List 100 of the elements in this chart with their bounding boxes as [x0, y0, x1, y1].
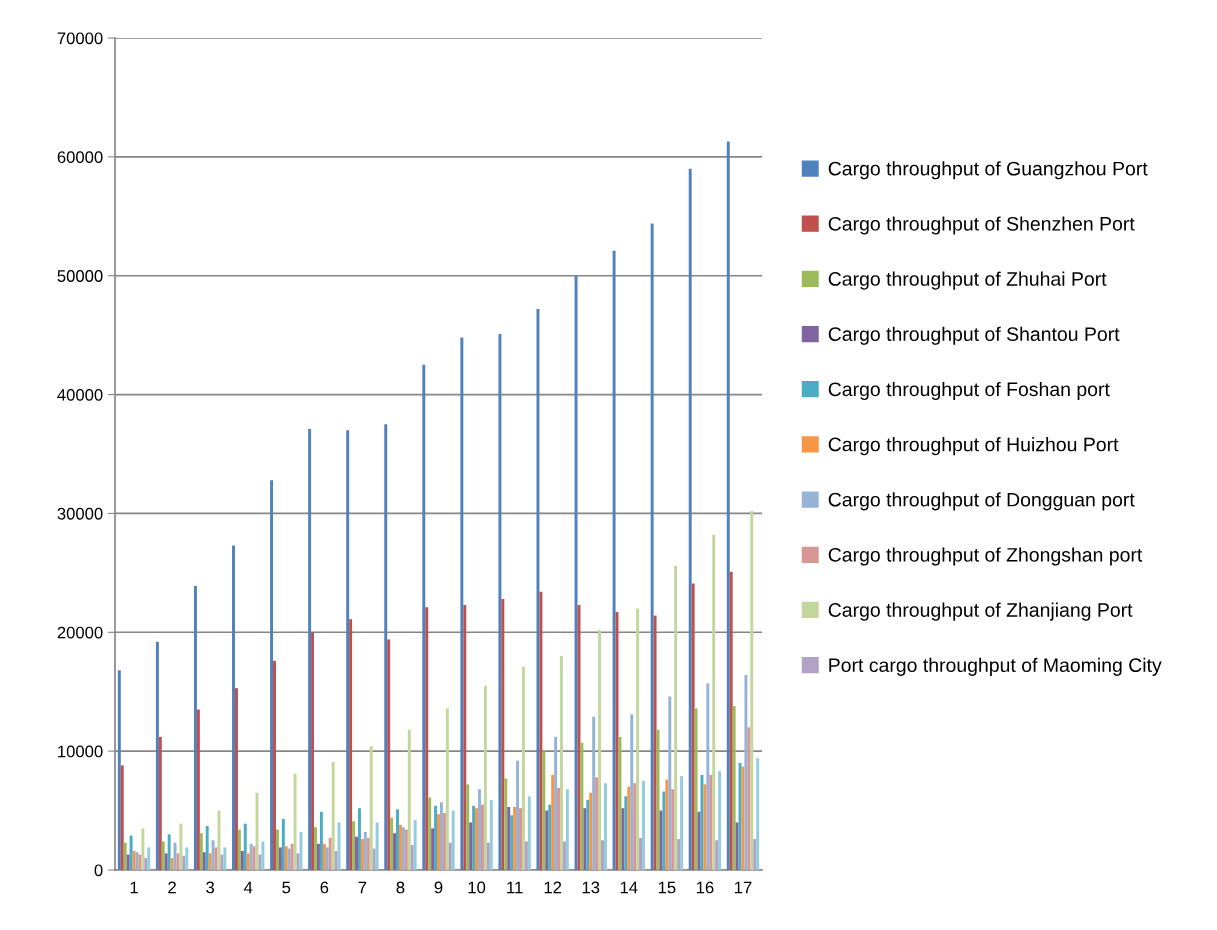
- bar: [396, 809, 399, 870]
- bar: [258, 854, 262, 870]
- bar: [393, 833, 397, 870]
- x-tick-label: 15: [658, 881, 676, 894]
- bar: [434, 805, 438, 870]
- bar: [176, 853, 180, 870]
- bar: [240, 850, 244, 870]
- bar: [583, 808, 587, 870]
- bar: [756, 758, 760, 870]
- x-tick-label: 11: [507, 881, 523, 894]
- bar: [565, 789, 569, 870]
- bar: [627, 786, 631, 870]
- bar: [387, 639, 391, 870]
- bar: [425, 607, 429, 870]
- legend-label: Cargo throughput of Guangzhou Port: [828, 161, 1148, 180]
- bar: [428, 797, 432, 870]
- bar: [158, 736, 162, 870]
- bar: [290, 843, 294, 870]
- bar: [469, 822, 473, 870]
- bar: [144, 858, 148, 870]
- bar: [498, 333, 502, 870]
- legend-label: Cargo throughput of Zhuhai Port: [828, 271, 1107, 290]
- bar: [360, 839, 364, 870]
- bar: [410, 845, 414, 870]
- bar: [688, 168, 692, 870]
- bar: [562, 841, 566, 870]
- bar: [147, 847, 151, 870]
- bar: [273, 660, 276, 870]
- bar: [270, 480, 274, 870]
- bar: [750, 511, 754, 870]
- bar: [182, 855, 186, 870]
- bar: [580, 742, 584, 870]
- bar: [123, 842, 127, 870]
- bar: [232, 545, 235, 870]
- bar: [598, 629, 602, 870]
- bar: [243, 823, 247, 870]
- bar: [141, 828, 145, 870]
- bar: [603, 783, 607, 870]
- bar: [331, 761, 335, 870]
- bar: [185, 847, 189, 870]
- x-tick-label: 3: [206, 881, 215, 894]
- bar: [293, 773, 297, 870]
- bar: [334, 850, 338, 870]
- bar: [299, 831, 303, 870]
- bar: [208, 853, 212, 870]
- bar: [653, 615, 657, 870]
- bar: [390, 817, 394, 870]
- bar: [369, 746, 373, 870]
- bar: [161, 841, 165, 870]
- bar: [167, 834, 171, 870]
- bar: [346, 430, 350, 870]
- bar: [489, 799, 493, 870]
- bar: [311, 632, 315, 870]
- bar: [375, 822, 379, 870]
- bar: [234, 688, 238, 870]
- bar: [352, 821, 356, 870]
- bar: [431, 828, 435, 870]
- bar: [639, 837, 643, 870]
- x-tick-label: 2: [168, 881, 176, 894]
- bar: [516, 760, 520, 870]
- bar: [120, 765, 124, 870]
- bar: [612, 250, 616, 870]
- bar: [697, 811, 701, 870]
- bar: [442, 812, 446, 870]
- bar: [349, 619, 353, 870]
- bar: [592, 716, 596, 870]
- bar: [466, 784, 470, 870]
- bar: [448, 842, 452, 870]
- bar: [126, 854, 130, 870]
- bar: [668, 696, 672, 870]
- y-tick-label: 30000: [57, 507, 103, 520]
- bar: [674, 565, 678, 870]
- bar: [501, 599, 505, 870]
- bar: [656, 729, 660, 870]
- bar: [422, 364, 426, 870]
- bar: [314, 827, 317, 870]
- bar: [275, 829, 279, 870]
- bar: [691, 583, 695, 870]
- y-tick-label: 60000: [57, 151, 103, 164]
- bar: [202, 852, 206, 870]
- bar: [642, 780, 645, 870]
- y-tick-label: 20000: [57, 626, 103, 639]
- bar: [372, 848, 376, 870]
- bar: [164, 853, 168, 870]
- bar: [554, 736, 558, 870]
- bar: [650, 223, 654, 870]
- bar: [630, 714, 634, 870]
- bar: [615, 612, 619, 870]
- bar: [680, 776, 684, 870]
- bar: [445, 708, 449, 870]
- legend-label: Cargo throughput of Zhongshan port: [828, 547, 1143, 566]
- bar: [539, 591, 543, 870]
- bar: [117, 670, 121, 870]
- x-tick-label: 4: [243, 881, 253, 894]
- bar: [703, 784, 707, 870]
- y-tick-label: 50000: [57, 270, 103, 282]
- y-tick-label: 40000: [57, 388, 103, 401]
- bar: [665, 779, 669, 870]
- bar: [483, 685, 487, 870]
- bar: [325, 847, 329, 870]
